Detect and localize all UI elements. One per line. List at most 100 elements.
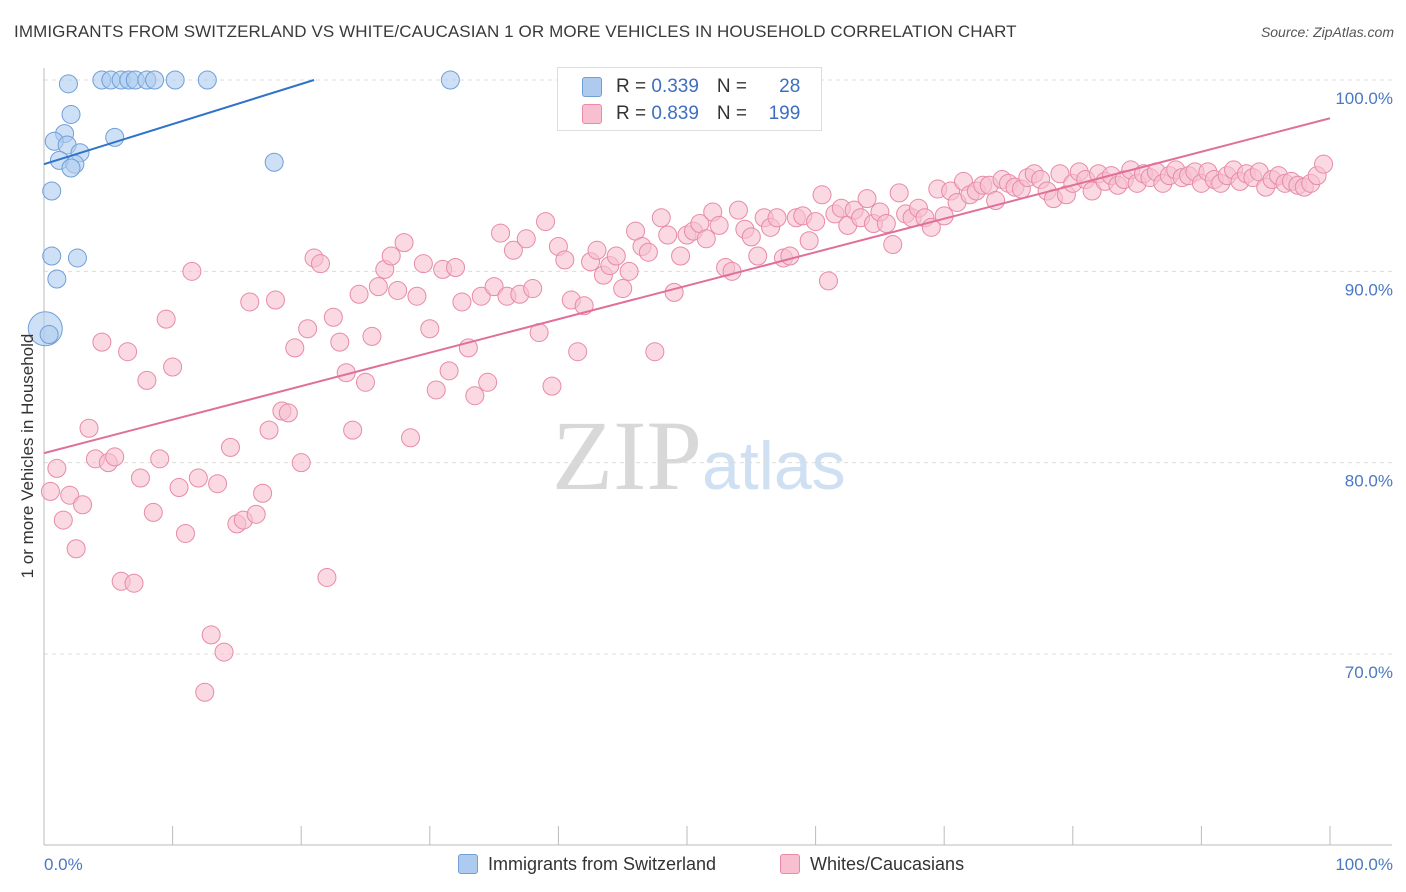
bottom-legend-whites: Whites/Caucasians (780, 851, 964, 877)
legend-row-switzerland: R = 0.339 N = 28 (582, 74, 800, 100)
legend-n-label: N = (716, 76, 753, 97)
point-whites (53, 510, 73, 530)
point-whites (130, 468, 150, 488)
watermark: ZIPatlas (552, 398, 846, 513)
legend-r-label: R = (616, 103, 652, 124)
point-whites (465, 386, 485, 406)
correlation-legend: R = 0.339 N = 28 R = 0.839 N = 199 (557, 67, 822, 131)
trend-line-switzerland (43, 79, 315, 166)
point-whites (92, 332, 112, 352)
point-whites (259, 420, 279, 440)
point-whites (47, 458, 67, 478)
point-whites (394, 233, 414, 253)
legend-row-whites: R = 0.839 N = 199 (582, 101, 800, 127)
point-whites (555, 250, 575, 270)
point-whites (471, 286, 491, 306)
point-whites (503, 240, 523, 260)
point-whites (298, 319, 318, 339)
point-whites (220, 437, 240, 457)
point-whites (658, 225, 678, 245)
point-whites (349, 284, 369, 304)
point-whites (883, 235, 903, 255)
point-whites (664, 282, 684, 302)
point-whites (1050, 164, 1070, 184)
point-whites (137, 370, 157, 390)
point-whites (388, 280, 408, 300)
point-whites (40, 481, 60, 501)
point-whites (73, 495, 93, 515)
axes (43, 68, 1392, 846)
point-whites (741, 227, 761, 247)
point-whites (188, 468, 208, 488)
point-whites (889, 183, 909, 203)
point-switzerland (58, 74, 78, 94)
point-whites (491, 223, 511, 243)
point-whites (728, 200, 748, 220)
point-whites (645, 342, 665, 362)
point-whites (368, 277, 388, 297)
point-whites (857, 189, 877, 209)
point-switzerland (39, 324, 59, 344)
point-whites (638, 242, 658, 262)
point-whites (156, 309, 176, 329)
y-tick-label: 90.0% (1345, 280, 1393, 299)
point-whites (1082, 181, 1102, 201)
point-whites (401, 428, 421, 448)
point-switzerland (61, 104, 81, 124)
point-whites (413, 254, 433, 274)
bottom-legend-label: Immigrants from Switzerland (488, 853, 717, 874)
point-whites (420, 319, 440, 339)
point-whites (439, 361, 459, 381)
point-switzerland (61, 158, 81, 178)
point-whites (195, 682, 215, 702)
point-whites (66, 539, 86, 559)
trend-line-whites (43, 117, 1331, 455)
point-whites (118, 342, 138, 362)
point-whites (214, 642, 234, 662)
point-whites (265, 290, 285, 310)
point-whites (201, 625, 221, 645)
point-switzerland (197, 70, 217, 90)
x-tick-label: 0.0% (44, 855, 83, 874)
point-switzerland (264, 152, 284, 172)
point-whites (806, 212, 826, 232)
point-whites (780, 246, 800, 266)
chart-title: IMMIGRANTS FROM SWITZERLAND VS WHITE/CAU… (14, 22, 1017, 41)
point-whites (169, 478, 189, 498)
point-whites (330, 332, 350, 352)
point-whites (613, 279, 633, 299)
y-axis-label: 1 or more Vehicles in Household (18, 334, 37, 579)
y-tick-label: 100.0% (1335, 89, 1393, 108)
point-whites (124, 573, 144, 593)
point-whites (79, 418, 99, 438)
point-whites (651, 208, 671, 228)
point-whites (246, 504, 266, 524)
point-whites (343, 420, 363, 440)
point-whites (182, 261, 202, 281)
point-whites (407, 286, 427, 306)
tick-labels: 100.0% 90.0% 80.0% 70.0% 0.0% 100.0% (44, 89, 1393, 874)
point-whites (818, 271, 838, 291)
point-whites (709, 215, 729, 235)
legend-n-value: 199 (768, 103, 801, 124)
point-switzerland (145, 70, 165, 90)
point-whites (748, 246, 768, 266)
point-whites (426, 380, 446, 400)
point-whites (536, 212, 556, 232)
point-whites (767, 208, 787, 228)
point-whites (143, 502, 163, 522)
point-switzerland (165, 70, 185, 90)
point-whites (356, 372, 375, 392)
point-whites (1314, 154, 1334, 174)
legend-swatch-blue (582, 77, 602, 97)
watermark-zip: ZIP (552, 400, 702, 511)
point-whites (812, 185, 832, 205)
point-whites (381, 246, 401, 266)
point-whites (253, 483, 273, 503)
point-switzerland (47, 269, 67, 289)
point-whites (175, 523, 195, 543)
point-whites (934, 206, 954, 226)
point-whites (606, 246, 626, 266)
y-tick-label: 80.0% (1345, 472, 1393, 491)
point-switzerland (440, 70, 460, 90)
